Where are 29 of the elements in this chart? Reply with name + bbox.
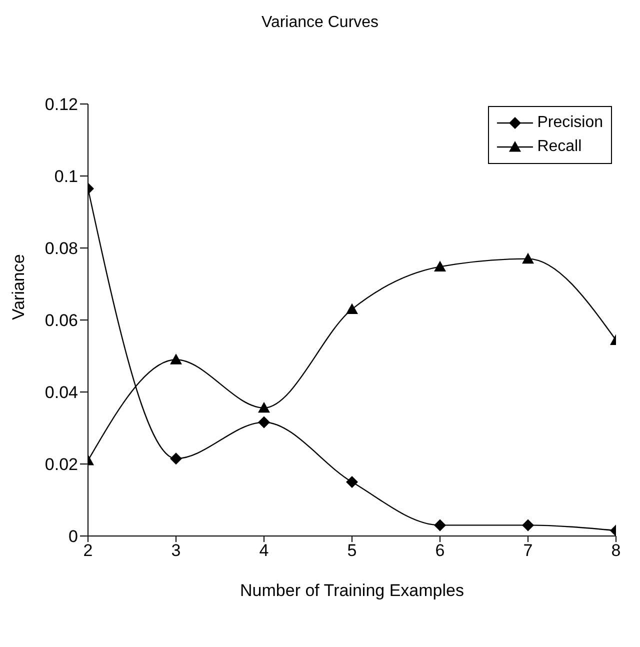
legend-label: Precision — [537, 114, 603, 132]
y-tick-label: 0.1 — [54, 167, 78, 186]
y-tick-label: 0 — [68, 527, 78, 546]
point — [346, 476, 358, 488]
chart-title: Variance Curves — [260, 14, 380, 32]
point — [522, 252, 534, 264]
x-tick-label: 6 — [435, 541, 445, 560]
point — [346, 303, 358, 314]
y-axis-title: Variance — [9, 254, 28, 320]
x-tick-label: 8 — [611, 541, 621, 560]
point — [434, 260, 446, 272]
y-tick-label: 0.02 — [44, 455, 78, 474]
y-tick-label: 0.12 — [44, 95, 78, 114]
y-tick-label: 0.08 — [44, 239, 78, 258]
x-tick-label: 7 — [523, 541, 533, 560]
y-tick-label: 0.06 — [44, 311, 78, 330]
x-tick-label: 5 — [347, 541, 357, 560]
y-tick-label: 0.04 — [44, 383, 78, 402]
x-tick-label: 2 — [83, 541, 93, 560]
point — [170, 452, 182, 465]
point — [434, 519, 446, 532]
point — [170, 354, 182, 364]
legend-label: Recall — [537, 138, 582, 156]
x-tick-label: 3 — [171, 541, 181, 560]
x-tick-label: 4 — [259, 541, 269, 560]
point — [258, 402, 270, 413]
x-axis-title: Number of Training Examples — [240, 581, 464, 600]
point — [258, 416, 270, 428]
point — [522, 519, 534, 532]
